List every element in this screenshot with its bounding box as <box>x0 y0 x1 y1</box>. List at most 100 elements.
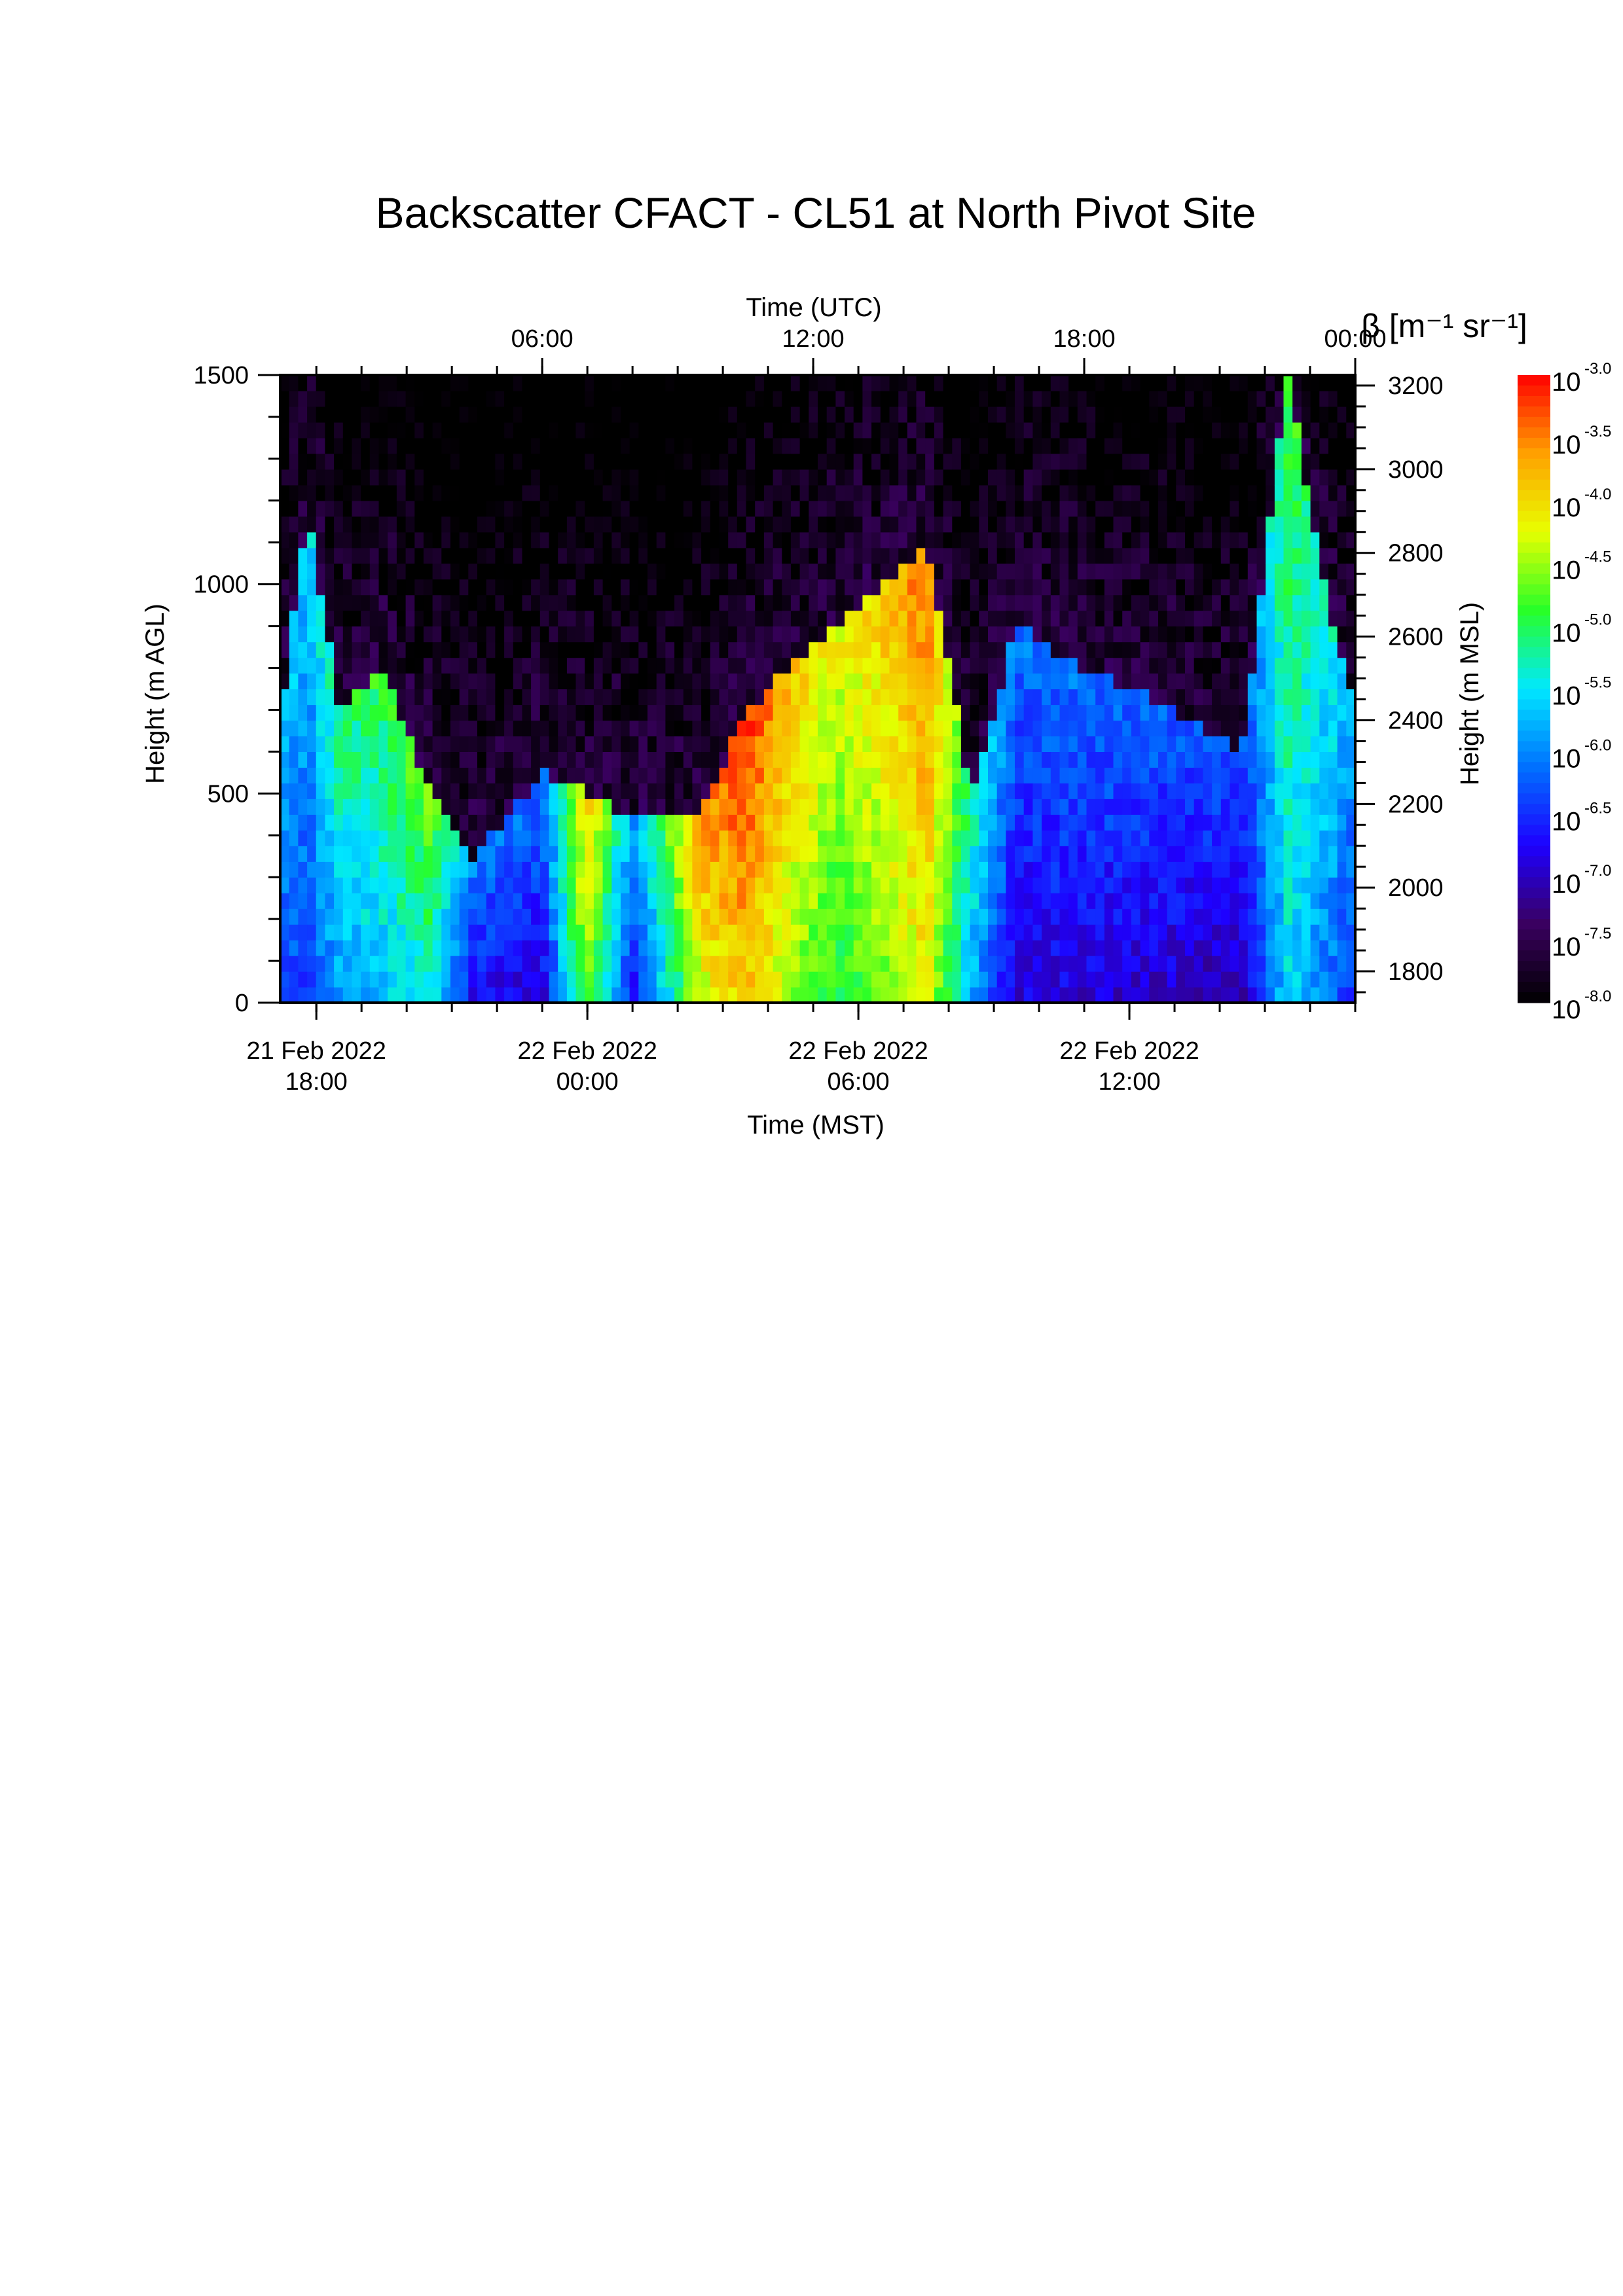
heatmap-cell <box>325 720 335 737</box>
heatmap-cell <box>629 657 639 674</box>
heatmap-cell <box>621 657 630 674</box>
heatmap-cell <box>1095 516 1105 533</box>
heatmap-cell <box>549 437 558 454</box>
heatmap-cell <box>1266 940 1275 956</box>
heatmap-cell <box>799 751 809 768</box>
heatmap-cell <box>1122 500 1132 517</box>
heatmap-cell <box>522 798 532 815</box>
heatmap-cell <box>719 626 729 643</box>
heatmap-cell <box>1042 453 1051 470</box>
heatmap-cell <box>1113 830 1123 846</box>
heatmap-cell <box>414 563 424 580</box>
heatmap-cell <box>522 846 532 862</box>
heatmap-cell <box>513 924 523 941</box>
heatmap-cell <box>1059 830 1069 846</box>
heatmap-cell <box>468 500 478 517</box>
heatmap-cell <box>746 798 756 815</box>
heatmap-cell <box>566 626 577 643</box>
heatmap-cell <box>1167 437 1176 454</box>
heatmap-cell <box>1050 767 1061 783</box>
heatmap-cell <box>1185 547 1195 564</box>
heatmap-cell <box>799 940 809 956</box>
heatmap-cell <box>566 924 577 941</box>
heatmap-cell <box>361 469 371 486</box>
heatmap-cell <box>441 437 451 454</box>
heatmap-cell <box>960 736 971 752</box>
heatmap-cell <box>1247 641 1258 658</box>
heatmap-cell <box>1122 406 1132 423</box>
heatmap-cell <box>916 469 926 486</box>
heatmap-cell <box>925 704 935 721</box>
heatmap-cell <box>1131 563 1141 580</box>
heatmap-cell <box>763 846 774 862</box>
heatmap-cell <box>405 437 415 454</box>
heatmap-cell <box>549 814 558 831</box>
heatmap-cell <box>710 579 720 596</box>
heatmap-cell <box>531 877 541 893</box>
heatmap-cell <box>934 940 944 956</box>
heatmap-cell <box>979 767 989 783</box>
heatmap-cell <box>549 594 558 611</box>
heatmap-cell <box>1239 893 1249 909</box>
colorbar-segment <box>1518 804 1550 815</box>
heatmap-cell <box>423 846 433 862</box>
heatmap-cell <box>566 391 577 407</box>
heatmap-cell <box>396 830 407 846</box>
heatmap-cell <box>907 798 917 815</box>
heatmap-cell <box>1283 422 1293 439</box>
heatmap-cell <box>960 484 971 501</box>
heatmap-cell <box>1050 453 1061 470</box>
heatmap-cell <box>826 830 836 846</box>
heatmap-cell <box>621 563 630 580</box>
heatmap-cell <box>818 673 828 690</box>
heatmap-cell <box>845 500 854 517</box>
heatmap-cell <box>531 453 541 470</box>
heatmap-cell <box>1283 893 1293 909</box>
heatmap-cell <box>531 406 541 423</box>
heatmap-cell <box>1239 626 1249 643</box>
heatmap-cell <box>737 657 747 674</box>
heatmap-cell <box>737 971 747 988</box>
heatmap-cell <box>818 861 828 878</box>
bottom-tick-label-time: 00:00 <box>556 1068 619 1096</box>
heatmap-cell <box>298 500 308 517</box>
heatmap-cell <box>880 908 890 925</box>
heatmap-cell <box>719 437 729 454</box>
heatmap-cell <box>943 657 953 674</box>
heatmap-cell <box>853 767 863 783</box>
heatmap-cell <box>1042 830 1051 846</box>
heatmap-cell <box>1230 422 1239 439</box>
heatmap-cell <box>1220 720 1231 737</box>
heatmap-cell <box>1122 641 1132 658</box>
heatmap-cell <box>960 563 971 580</box>
heatmap-cell <box>1346 956 1356 972</box>
heatmap-cell <box>1319 846 1329 862</box>
heatmap-cell <box>621 391 630 407</box>
heatmap-cell <box>450 704 460 721</box>
heatmap-cell <box>539 798 550 815</box>
heatmap-cell <box>1346 689 1356 706</box>
heatmap-cell <box>862 484 872 501</box>
heatmap-cell <box>1185 893 1195 909</box>
heatmap-cell <box>1167 689 1176 706</box>
heatmap-cell <box>799 453 809 470</box>
heatmap-cell <box>539 563 550 580</box>
heatmap-cell <box>916 924 926 941</box>
heatmap-cell <box>378 783 388 799</box>
heatmap-cell <box>952 783 962 799</box>
heatmap-cell <box>1301 563 1311 580</box>
heatmap-cell <box>1203 469 1213 486</box>
heatmap-cell <box>539 893 550 909</box>
heatmap-cell <box>1176 861 1186 878</box>
heatmap-cell <box>1032 516 1042 533</box>
heatmap-cell <box>1006 798 1015 815</box>
heatmap-cell <box>1015 736 1025 752</box>
heatmap-cell <box>907 453 917 470</box>
heatmap-cell <box>1337 908 1347 925</box>
heatmap-cell <box>513 908 523 925</box>
heatmap-cell <box>1077 736 1087 752</box>
heatmap-cell <box>1167 563 1176 580</box>
heatmap-cell <box>674 846 684 862</box>
heatmap-cell <box>342 484 353 501</box>
